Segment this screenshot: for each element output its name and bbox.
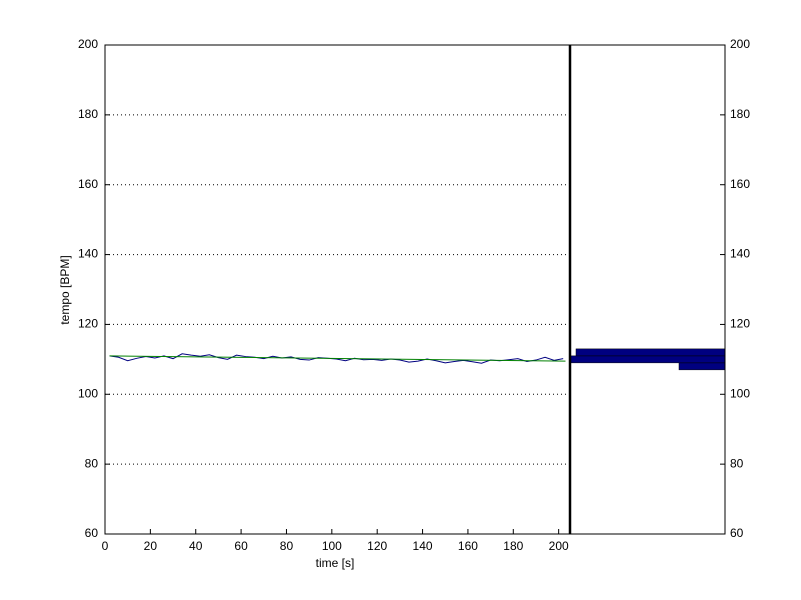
y-tick-label: 180 [78,107,98,121]
x-axis-label: time [s] [316,556,355,570]
histogram-bar [569,355,726,364]
x-tick-label: 80 [280,539,294,553]
y-tick-label: 100 [730,386,750,400]
x-tick-label: 180 [503,539,523,553]
histogram-bar [575,348,726,357]
histogram-bar [678,362,726,371]
x-tick-label: 100 [322,539,342,553]
y-tick-label: 80 [85,456,99,470]
data-line [109,353,564,364]
y-tick-label: 80 [730,456,744,470]
axes-box [569,44,726,535]
x-tick-label: 160 [458,539,478,553]
y-tick-label: 180 [730,107,750,121]
y-tick-label: 160 [730,177,750,191]
y-tick-label: 120 [78,317,98,331]
y-tick-label: 120 [730,317,750,331]
y-tick-label: 140 [78,247,98,261]
x-tick-label: 20 [144,539,158,553]
x-tick-label: 140 [413,539,433,553]
data-line [109,355,566,362]
x-tick-label: 120 [367,539,387,553]
y-tick-label: 200 [730,37,750,51]
axes-box [104,44,571,535]
y-tick-label: 160 [78,177,98,191]
x-tick-label: 40 [189,539,203,553]
y-tick-label: 140 [730,247,750,261]
y-tick-label: 60 [85,526,99,540]
y-tick-label: 100 [78,386,98,400]
x-tick-label: 0 [102,539,109,553]
y-tick-label: 200 [78,37,98,51]
x-tick-label: 60 [234,539,248,553]
x-tick-label: 200 [549,539,569,553]
y-tick-label: 60 [730,526,744,540]
y-axis-label: tempo [BPM] [58,255,72,324]
